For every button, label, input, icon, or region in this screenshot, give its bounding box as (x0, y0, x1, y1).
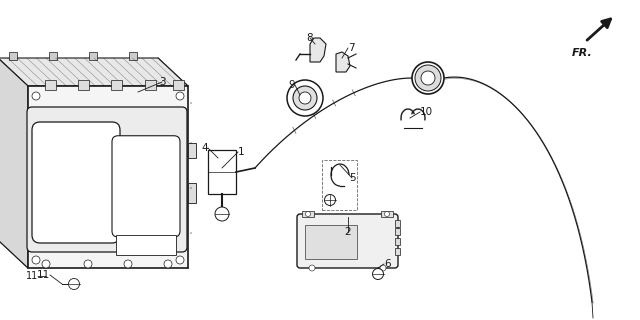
Bar (302, 211, 314, 217)
Text: 7: 7 (348, 43, 355, 53)
Circle shape (412, 62, 444, 94)
Text: FR.: FR. (572, 48, 593, 58)
Circle shape (415, 65, 441, 91)
Circle shape (287, 80, 323, 116)
Bar (188, 183, 196, 203)
Bar (395, 220, 400, 227)
Bar (129, 52, 137, 60)
Bar (305, 225, 357, 259)
Circle shape (385, 212, 390, 217)
Bar (9, 52, 17, 60)
Text: 11: 11 (36, 270, 50, 280)
Bar (208, 150, 236, 194)
Bar (89, 52, 97, 60)
Bar (173, 80, 184, 90)
Text: 3: 3 (159, 77, 165, 87)
Bar (395, 248, 400, 255)
Polygon shape (336, 52, 350, 72)
Circle shape (32, 92, 40, 100)
Bar (45, 80, 56, 90)
Text: 2: 2 (345, 227, 351, 237)
Circle shape (215, 207, 229, 221)
Bar (77, 80, 88, 90)
Circle shape (164, 260, 172, 268)
Text: 1: 1 (238, 147, 244, 157)
Circle shape (380, 265, 386, 271)
Polygon shape (28, 86, 188, 268)
Circle shape (293, 86, 317, 110)
Bar (116, 235, 176, 255)
Text: 10: 10 (420, 107, 433, 117)
Text: 6: 6 (384, 259, 390, 269)
Circle shape (124, 260, 132, 268)
Circle shape (84, 260, 92, 268)
Bar (145, 80, 156, 90)
FancyBboxPatch shape (297, 214, 398, 268)
Circle shape (299, 92, 311, 104)
Bar (381, 211, 393, 217)
Bar (395, 238, 400, 245)
Bar (395, 228, 400, 235)
Circle shape (68, 278, 79, 290)
FancyBboxPatch shape (32, 122, 120, 243)
Circle shape (309, 265, 315, 271)
Circle shape (421, 71, 435, 85)
Circle shape (42, 260, 50, 268)
Polygon shape (0, 58, 28, 268)
FancyBboxPatch shape (112, 136, 180, 237)
Text: 4: 4 (202, 143, 208, 153)
Polygon shape (310, 38, 326, 62)
FancyBboxPatch shape (27, 107, 187, 252)
Circle shape (176, 92, 184, 100)
Circle shape (305, 212, 310, 217)
Text: 11—: 11— (26, 271, 48, 281)
Polygon shape (0, 58, 188, 86)
Bar (49, 52, 57, 60)
Text: 9: 9 (289, 80, 295, 90)
Bar (188, 143, 196, 158)
Circle shape (324, 195, 335, 205)
Circle shape (32, 256, 40, 264)
Text: 5: 5 (349, 173, 355, 183)
Bar (322, 160, 357, 210)
Circle shape (176, 256, 184, 264)
Circle shape (372, 268, 383, 279)
Bar (111, 80, 122, 90)
Text: 8: 8 (307, 33, 314, 43)
